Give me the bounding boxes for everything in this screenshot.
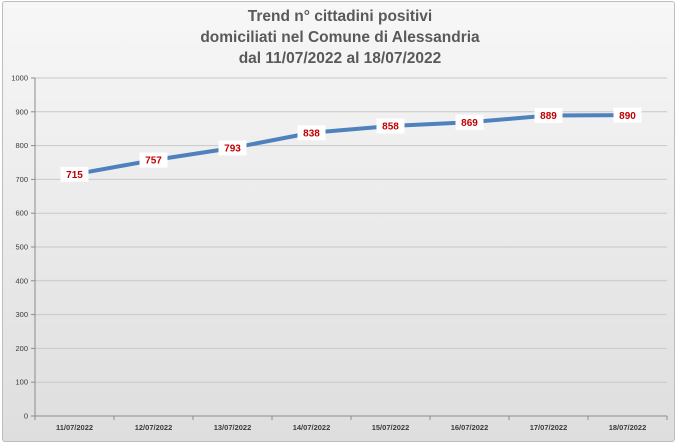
data-label: 869 (461, 118, 478, 129)
x-tick-label: 18/07/2022 (609, 423, 647, 432)
x-tick-label: 13/07/2022 (214, 423, 252, 432)
data-label-box (60, 166, 89, 182)
chart-title-line-3: dal 11/07/2022 al 18/07/2022 (238, 50, 442, 67)
x-tick-label: 11/07/2022 (56, 423, 93, 432)
data-label: 757 (145, 156, 162, 167)
x-tick-label: 15/07/2022 (372, 423, 410, 432)
data-label: 838 (303, 128, 320, 139)
data-label: 889 (540, 111, 557, 122)
data-label-box (534, 108, 563, 124)
y-tick-label: 1000 (11, 74, 28, 83)
x-tick-label: 16/07/2022 (451, 423, 489, 432)
data-label: 715 (66, 170, 83, 181)
y-tick-label: 800 (15, 141, 28, 150)
chart-title-line-2: domiciliati nel Comune di Alessandria (200, 29, 480, 46)
x-tick-label: 14/07/2022 (293, 423, 331, 432)
chart-area (2, 1, 675, 442)
y-tick-label: 600 (15, 209, 28, 218)
data-label-box (218, 140, 247, 156)
data-label-box (376, 118, 405, 134)
data-label-box (297, 125, 326, 141)
x-tick-label: 17/07/2022 (530, 423, 568, 432)
y-tick-label: 200 (15, 344, 28, 353)
chart-title: Trend n° cittadini positivi domiciliati … (0, 6, 680, 69)
x-tick-label: 12/07/2022 (135, 423, 173, 432)
y-tick-label: 0 (24, 412, 28, 421)
y-tick-label: 300 (15, 310, 28, 319)
y-tick-label: 400 (15, 276, 28, 285)
data-label: 858 (382, 122, 399, 133)
chart-title-line-1: Trend n° cittadini positivi (247, 8, 433, 25)
data-label-box (139, 152, 168, 168)
data-label: 890 (619, 111, 636, 122)
data-label: 793 (224, 144, 241, 155)
data-label-box (613, 107, 642, 123)
data-label-box (455, 114, 484, 130)
y-tick-label: 100 (15, 378, 28, 387)
y-tick-label: 900 (15, 107, 28, 116)
y-tick-label: 500 (15, 243, 28, 252)
y-tick-label: 700 (15, 175, 28, 184)
